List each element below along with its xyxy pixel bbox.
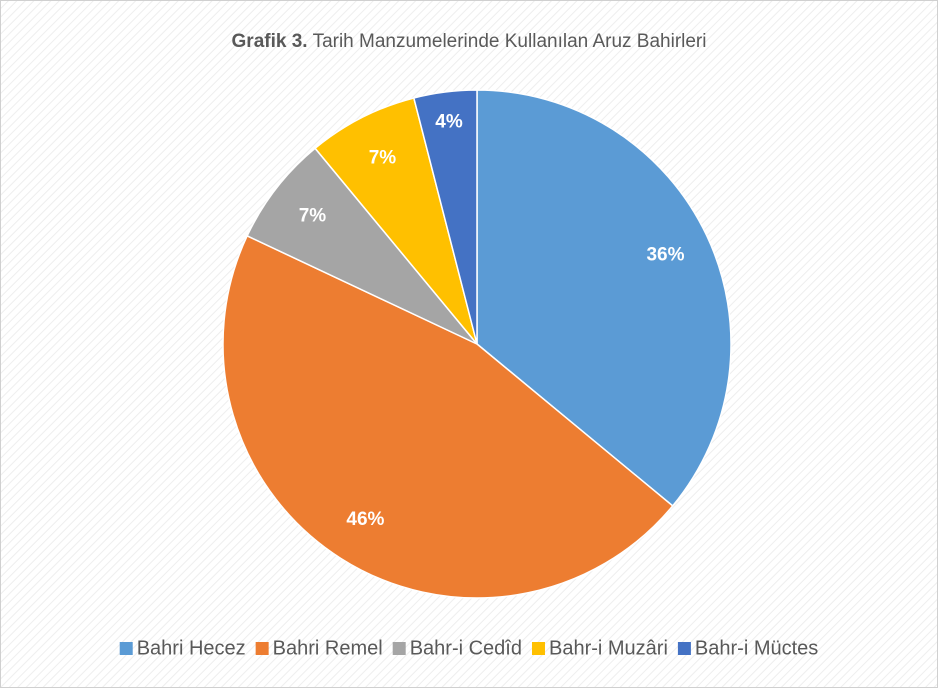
legend-swatch <box>531 642 545 655</box>
legend-swatch <box>255 642 269 655</box>
data-label: 46% <box>346 509 384 530</box>
legend-label: Bahr-i Muzâri <box>549 637 668 659</box>
legend-swatch <box>677 642 691 655</box>
data-label: 7% <box>299 205 327 226</box>
legend-label: Bahri Hecez <box>137 637 246 659</box>
legend-label: Bahr-i Müctes <box>695 637 818 659</box>
chart-title: Grafik 3. Tarih Manzumelerinde Kullanılan… <box>232 31 707 52</box>
pie-slice <box>476 89 732 507</box>
data-label: 36% <box>646 244 684 265</box>
pie-slice <box>222 234 674 599</box>
legend-swatch <box>119 642 133 655</box>
data-label: 4% <box>435 111 463 132</box>
pie-slice <box>412 89 478 345</box>
pie-slice <box>246 147 478 345</box>
title-text: Tarih Manzumelerinde Kullanılan Aruz Bah… <box>313 31 707 52</box>
data-label: 7% <box>369 147 397 168</box>
pie: 36% 46% 7% 7% 4% <box>222 89 732 599</box>
legend-swatch <box>392 642 406 655</box>
title-bold: Grafik 3. <box>232 31 308 52</box>
pie-slice <box>314 97 478 345</box>
legend-label: Bahri Remel <box>273 637 383 659</box>
legend-label: Bahr-i Cedîd <box>410 637 522 659</box>
legend: Bahri Hecez Bahri Remel Bahr-i Cedîd Bahr-i… <box>119 637 818 659</box>
